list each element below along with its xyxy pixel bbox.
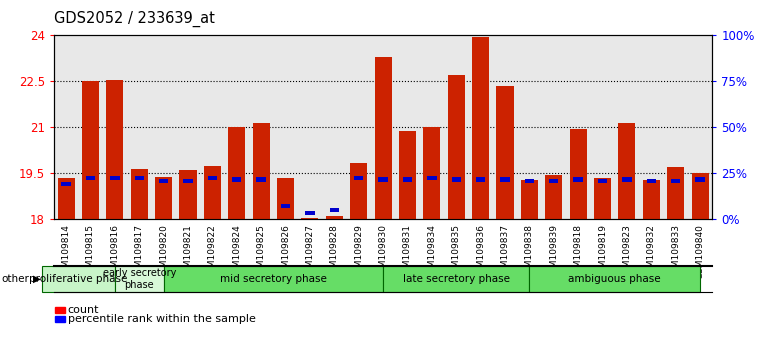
Bar bbox=[354, 176, 363, 180]
Bar bbox=[256, 177, 266, 182]
Bar bbox=[618, 123, 635, 219]
Bar bbox=[574, 177, 583, 182]
Bar bbox=[594, 178, 611, 219]
Bar bbox=[232, 177, 242, 182]
Bar bbox=[476, 177, 485, 182]
Bar bbox=[500, 177, 510, 182]
Bar bbox=[135, 176, 144, 180]
Bar bbox=[378, 177, 388, 182]
Bar bbox=[82, 81, 99, 219]
Bar bbox=[427, 176, 437, 180]
Bar bbox=[403, 177, 412, 182]
Bar bbox=[643, 179, 660, 219]
Bar bbox=[667, 167, 685, 219]
Bar bbox=[326, 216, 343, 219]
Bar bbox=[330, 208, 339, 212]
Bar bbox=[399, 131, 416, 219]
Bar bbox=[622, 177, 631, 182]
Bar bbox=[253, 123, 270, 219]
Bar bbox=[208, 176, 217, 180]
Text: ▶: ▶ bbox=[33, 274, 41, 284]
Bar bbox=[62, 182, 71, 186]
Bar bbox=[228, 127, 246, 219]
Bar bbox=[647, 179, 656, 183]
Bar bbox=[159, 179, 169, 183]
Bar bbox=[524, 179, 534, 183]
Bar bbox=[155, 177, 172, 219]
Bar bbox=[204, 166, 221, 219]
Text: other: other bbox=[2, 274, 29, 284]
Bar bbox=[671, 179, 681, 183]
Text: mid secretory phase: mid secretory phase bbox=[220, 274, 326, 284]
Bar bbox=[570, 129, 587, 219]
Text: percentile rank within the sample: percentile rank within the sample bbox=[68, 314, 256, 324]
Bar bbox=[305, 211, 315, 216]
Text: GDS2052 / 233639_at: GDS2052 / 233639_at bbox=[54, 11, 215, 27]
Text: early secretory
phase: early secretory phase bbox=[102, 268, 176, 290]
Bar bbox=[183, 179, 192, 183]
Bar bbox=[131, 169, 148, 219]
Bar bbox=[549, 179, 558, 183]
Text: late secretory phase: late secretory phase bbox=[403, 274, 510, 284]
Bar bbox=[106, 80, 123, 219]
Bar bbox=[695, 177, 705, 182]
Bar bbox=[58, 178, 75, 219]
Bar bbox=[451, 177, 461, 182]
Bar bbox=[85, 176, 95, 180]
Bar bbox=[374, 57, 392, 219]
Text: count: count bbox=[68, 305, 99, 315]
Bar bbox=[521, 179, 538, 219]
Bar bbox=[472, 37, 489, 219]
Bar bbox=[497, 86, 514, 219]
Text: ambiguous phase: ambiguous phase bbox=[568, 274, 661, 284]
Bar bbox=[179, 170, 196, 219]
Bar bbox=[110, 176, 119, 180]
Bar bbox=[424, 127, 440, 219]
Bar bbox=[447, 75, 465, 219]
Bar bbox=[350, 163, 367, 219]
Text: proliferative phase: proliferative phase bbox=[29, 274, 128, 284]
Bar bbox=[301, 218, 319, 219]
Bar bbox=[277, 178, 294, 219]
Bar bbox=[598, 179, 608, 183]
Bar bbox=[545, 175, 562, 219]
Bar bbox=[281, 204, 290, 208]
Bar bbox=[691, 173, 708, 219]
